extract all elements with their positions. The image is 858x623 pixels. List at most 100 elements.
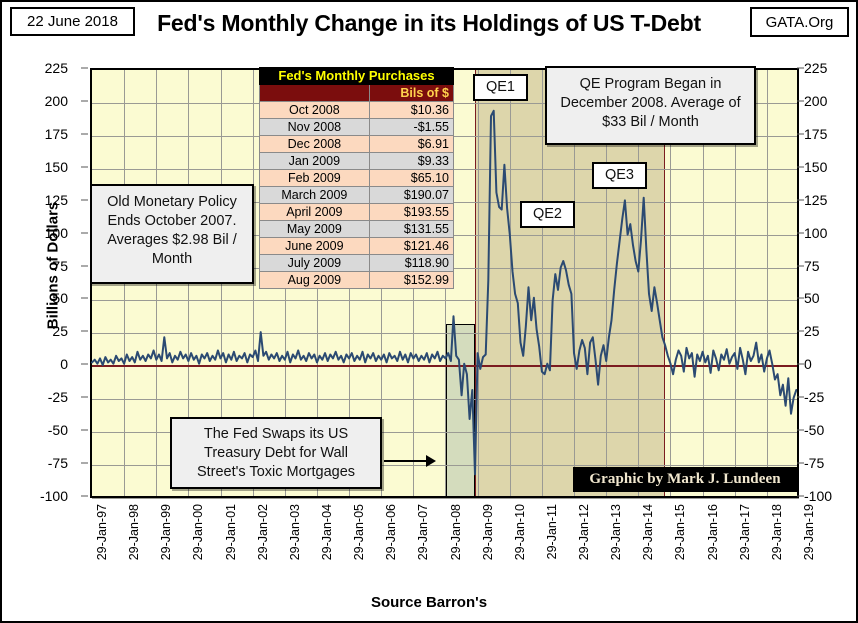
cell-value: $131.55 bbox=[368, 220, 455, 238]
x-axis-title: Source Barron's bbox=[370, 594, 488, 611]
gridline-vertical bbox=[638, 70, 639, 498]
x-axis-tick-label: 29-Jan-11 bbox=[544, 504, 559, 560]
x-axis-tick-label: 29-Jan-01 bbox=[223, 504, 238, 561]
y-axis-tick-mark bbox=[81, 133, 88, 135]
y-axis-tick-label: 50 bbox=[804, 290, 820, 307]
table-row: Nov 2008 -$1.55 bbox=[259, 118, 455, 136]
x-axis-tick-label: 29-Jan-19 bbox=[802, 504, 816, 561]
x-axis-tick-label: 29-Jan-15 bbox=[673, 504, 688, 561]
monthly-purchases-table: Fed's Monthly Purchases Bils of $ Oct 20… bbox=[259, 67, 455, 289]
gridline-vertical bbox=[767, 70, 768, 498]
zero-axis-line bbox=[92, 365, 799, 368]
y-axis-tick-label: 0 bbox=[60, 356, 68, 373]
y-axis-tick-mark bbox=[81, 265, 88, 267]
cell-month: Aug 2009 bbox=[259, 271, 370, 289]
y-axis-tick-label: 175 bbox=[44, 125, 68, 142]
cell-month: June 2009 bbox=[259, 237, 370, 255]
gridline-vertical bbox=[156, 70, 157, 498]
y-axis-tick-label: 100 bbox=[44, 224, 68, 241]
gridline-vertical bbox=[188, 70, 189, 498]
x-axis-tick-label: 29-Jan-03 bbox=[287, 504, 302, 561]
y-axis-tick-mark bbox=[797, 396, 804, 398]
y-axis-tick-mark bbox=[797, 297, 804, 299]
y-axis-tick-mark bbox=[797, 232, 804, 234]
y-axis-tick-mark bbox=[81, 199, 88, 201]
credit-banner: Graphic by Mark J. Lundeen bbox=[573, 467, 797, 492]
y-axis-tick-mark bbox=[797, 495, 804, 497]
series-line bbox=[91, 109, 798, 476]
cell-month: April 2009 bbox=[259, 203, 370, 221]
cell-value: $121.46 bbox=[368, 237, 455, 255]
cell-month: May 2009 bbox=[259, 220, 370, 238]
table-row: Jan 2009 $9.33 bbox=[259, 152, 455, 170]
table-row: Feb 2009 $65.10 bbox=[259, 169, 455, 187]
cell-value: $193.55 bbox=[368, 203, 455, 221]
gridline-vertical bbox=[478, 70, 479, 498]
y-axis-tick-mark bbox=[81, 429, 88, 431]
y-axis-tick-mark bbox=[797, 462, 804, 464]
table-row: May 2009 $131.55 bbox=[259, 220, 455, 238]
y-axis-title: Billions of Dollars bbox=[44, 201, 62, 330]
y-axis-tick-mark bbox=[797, 67, 804, 69]
cell-month: Dec 2008 bbox=[259, 135, 370, 153]
table-row: June 2009 $121.46 bbox=[259, 237, 455, 255]
y-axis-tick-mark bbox=[81, 232, 88, 234]
cell-month: July 2009 bbox=[259, 254, 370, 272]
y-axis-tick-label: -75 bbox=[47, 455, 68, 472]
y-axis-tick-label: 200 bbox=[804, 92, 828, 109]
date-badge: 22 June 2018 bbox=[10, 7, 135, 36]
y-axis-tick-label: 125 bbox=[44, 191, 68, 208]
table-row: March 2009 $190.07 bbox=[259, 186, 455, 204]
gridline-vertical bbox=[124, 70, 125, 498]
y-axis-tick-mark bbox=[81, 396, 88, 398]
table-header-value: Bils of $ bbox=[368, 84, 455, 102]
gridline-vertical bbox=[703, 70, 704, 498]
y-axis-tick-label: -25 bbox=[804, 389, 825, 406]
gridline-vertical bbox=[510, 70, 511, 498]
y-axis-tick-mark bbox=[797, 330, 804, 332]
qe2-label: QE2 bbox=[520, 201, 575, 228]
table-row: July 2009 $118.90 bbox=[259, 254, 455, 272]
table-row: Dec 2008 $6.91 bbox=[259, 135, 455, 153]
cell-month: March 2009 bbox=[259, 186, 370, 204]
swap-annotation: The Fed Swaps its US Treasury Debt for W… bbox=[170, 417, 382, 489]
y-axis-tick-label: 225 bbox=[804, 60, 828, 76]
x-axis-tick-label: 29-Jan-08 bbox=[448, 504, 463, 561]
y-axis-tick-label: 75 bbox=[804, 257, 820, 274]
y-axis-tick-label: -100 bbox=[804, 488, 833, 504]
source-badge: GATA.Org bbox=[750, 7, 849, 37]
x-axis-tick-label: 29-Jan-12 bbox=[577, 504, 592, 561]
y-axis-tick-label: 50 bbox=[52, 290, 68, 307]
y-axis-tick-label: 100 bbox=[804, 224, 828, 241]
y-axis-tick-label: 125 bbox=[804, 191, 828, 208]
y-axis-tick-label: -50 bbox=[47, 422, 68, 439]
y-axis-tick-label: -100 bbox=[39, 488, 68, 504]
cell-value: $65.10 bbox=[368, 169, 455, 187]
x-axis-tick-label: 29-Jan-18 bbox=[769, 504, 784, 561]
cell-value: $6.91 bbox=[368, 135, 455, 153]
x-axis-tick-label: 29-Jan-13 bbox=[609, 504, 624, 561]
table-row: April 2009 $193.55 bbox=[259, 203, 455, 221]
gridline-vertical bbox=[221, 70, 222, 498]
y-axis-tick-mark bbox=[81, 166, 88, 168]
y-axis-tick-label: 25 bbox=[804, 323, 820, 340]
y-axis-tick-mark bbox=[797, 199, 804, 201]
x-axis-tick-label: 29-Jan-97 bbox=[95, 504, 109, 561]
x-axis-tick-label: 29-Jan-09 bbox=[480, 504, 495, 561]
y-axis-tick-mark bbox=[81, 100, 88, 102]
table-header-month bbox=[259, 84, 370, 102]
x-axis-tick-label: 29-Jan-04 bbox=[319, 504, 334, 561]
y-axis-tick-label: 175 bbox=[804, 125, 828, 142]
y-axis-tick-mark bbox=[81, 67, 88, 69]
x-axis-tick-label: 29-Jan-99 bbox=[159, 504, 174, 561]
cell-value: $9.33 bbox=[368, 152, 455, 170]
gridline-horizontal bbox=[92, 498, 799, 499]
gridline-vertical bbox=[542, 70, 543, 498]
x-axis-tick-label: 29-Jan-16 bbox=[705, 504, 720, 561]
x-axis-tick-label: 29-Jan-07 bbox=[416, 504, 431, 561]
y-axis-tick-mark bbox=[81, 462, 88, 464]
y-axis-tick-mark bbox=[81, 297, 88, 299]
y-axis-tick-mark bbox=[81, 330, 88, 332]
y-axis-tick-mark bbox=[81, 495, 88, 497]
